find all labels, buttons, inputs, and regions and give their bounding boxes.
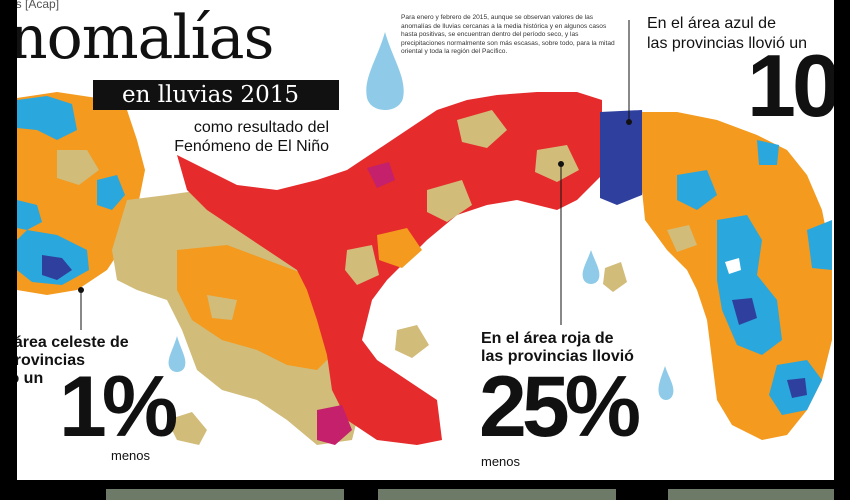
callout-celeste-note: menos bbox=[111, 448, 151, 463]
callout-red-line2: las provincias llovió bbox=[481, 348, 634, 365]
map-region-south-orange bbox=[177, 245, 337, 370]
callout-celeste-line3: ió un bbox=[17, 370, 44, 387]
callout-red-line1: En el área roja de bbox=[481, 330, 614, 347]
photo-credit: os [Acap] bbox=[17, 0, 60, 11]
map-island bbox=[603, 262, 627, 292]
map-region-east bbox=[642, 112, 832, 440]
map-region-navy bbox=[600, 110, 645, 205]
callout-blue-line1: En el área azul de bbox=[647, 15, 776, 32]
callout-blue-caption: En el área azul de las provincias llovió… bbox=[647, 14, 807, 54]
page-title: nomalías bbox=[17, 3, 274, 73]
water-drop-icon bbox=[582, 250, 600, 284]
map-region-red-inclusions bbox=[345, 110, 579, 358]
leader-dot-celeste bbox=[78, 287, 84, 293]
map-lake bbox=[725, 258, 741, 274]
leader-dot-red bbox=[558, 161, 564, 167]
title-subtitle-band: en lluvias 2015 bbox=[122, 82, 299, 108]
water-drop-icon bbox=[366, 32, 404, 110]
thumbnail-photo bbox=[378, 489, 616, 500]
callout-celeste-line1: l área celeste de bbox=[17, 334, 129, 351]
title-band bbox=[93, 80, 339, 110]
callout-celeste-line2: provincias bbox=[17, 352, 86, 369]
callout-celeste-caption: l área celeste de provincias ió un bbox=[17, 334, 165, 388]
callout-blue-line2: las provincias llovió un bbox=[647, 35, 808, 52]
leader-dot-blue bbox=[626, 119, 632, 125]
water-drop-icon bbox=[658, 366, 674, 400]
thumbnail-photo bbox=[106, 489, 344, 500]
intro-paragraph: Para enero y febrero de 2015, aunque se … bbox=[401, 14, 615, 56]
callout-red-note: menos bbox=[481, 454, 521, 469]
panama-rainfall-map bbox=[17, 20, 832, 445]
callout-blue-value: 10 bbox=[747, 36, 834, 135]
infographic-page: os [Acap] nomalías en lluvias 2015 como … bbox=[17, 0, 834, 480]
map-region-west bbox=[17, 92, 145, 295]
callout-celeste-value: 1% bbox=[59, 359, 178, 455]
water-drop-icon bbox=[168, 336, 186, 372]
callout-red-caption: En el área roja de las provincias llovió bbox=[481, 330, 634, 366]
map-region-red bbox=[177, 92, 602, 445]
subtitle: como resultado del Fenómeno de El Niño bbox=[174, 119, 329, 155]
callout-red-value: 25% bbox=[479, 359, 641, 455]
thumbnail-photo bbox=[668, 489, 834, 500]
